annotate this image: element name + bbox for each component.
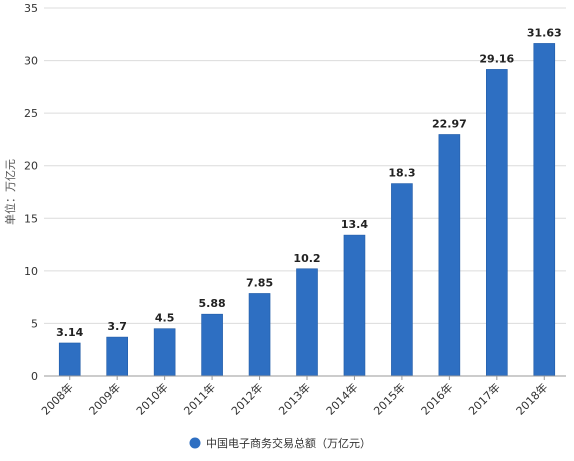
x-tick-label: 2016年 bbox=[418, 380, 455, 417]
y-tick-label: 0 bbox=[31, 370, 38, 383]
bar bbox=[153, 328, 176, 377]
bar bbox=[201, 313, 223, 377]
data-label: 31.63 bbox=[527, 26, 562, 39]
bar bbox=[343, 234, 366, 377]
bar bbox=[248, 293, 271, 377]
legend[interactable]: 中国电子商务交易总额（万亿元） bbox=[189, 436, 372, 450]
data-label: 22.97 bbox=[432, 117, 467, 130]
x-tick-label: 2009年 bbox=[86, 380, 123, 417]
bar bbox=[486, 69, 508, 377]
data-label: 4.5 bbox=[155, 312, 175, 325]
x-tick-label: 2013年 bbox=[276, 380, 313, 417]
bars bbox=[58, 43, 556, 377]
y-tick-label: 30 bbox=[24, 55, 38, 68]
gridlines bbox=[44, 7, 566, 324]
x-tick-label: 2018年 bbox=[513, 380, 550, 417]
value-labels: 3.14 3.7 4.5 5.88 7.85 10.2 13.4 18.3 22.97 29.16… bbox=[56, 26, 562, 339]
x-tick-label: 2012年 bbox=[228, 380, 265, 417]
bar bbox=[438, 134, 461, 377]
bar bbox=[58, 342, 81, 377]
bar bbox=[296, 268, 318, 377]
x-axis-ticks: 2008年 2009年 2010年 2011年 2012年 2013年 2014年 2015年… bbox=[38, 376, 550, 418]
data-label: 3.7 bbox=[107, 320, 127, 333]
y-tick-label: 5 bbox=[31, 317, 38, 330]
y-axis-title: 单位：万亿元 bbox=[3, 159, 17, 225]
y-tick-label: 35 bbox=[24, 2, 38, 15]
data-label: 7.85 bbox=[246, 276, 273, 289]
y-tick-label: 15 bbox=[24, 212, 38, 225]
bar bbox=[533, 43, 556, 377]
x-tick-label: 2011年 bbox=[181, 380, 218, 417]
x-tick-label: 2008年 bbox=[38, 380, 75, 417]
x-tick-label: 2010年 bbox=[133, 380, 170, 417]
data-label: 10.2 bbox=[293, 252, 320, 265]
data-label: 13.4 bbox=[341, 218, 368, 231]
bar bbox=[106, 336, 128, 377]
data-label: 29.16 bbox=[479, 52, 514, 65]
x-tick-label: 2017年 bbox=[465, 380, 502, 417]
y-tick-label: 10 bbox=[24, 265, 38, 278]
data-label: 18.3 bbox=[388, 167, 415, 180]
x-tick-label: 2015年 bbox=[371, 380, 408, 417]
y-tick-label: 20 bbox=[24, 160, 38, 173]
bar bbox=[391, 183, 413, 377]
data-label: 5.88 bbox=[199, 297, 226, 310]
y-axis-ticks: 0 5 10 15 20 25 30 35 bbox=[24, 2, 38, 383]
legend-label: 中国电子商务交易总额（万亿元） bbox=[206, 436, 371, 450]
x-tick-label: 2014年 bbox=[323, 380, 360, 417]
data-label: 3.14 bbox=[56, 326, 83, 339]
legend-marker-icon bbox=[189, 437, 201, 449]
y-tick-label: 25 bbox=[24, 107, 38, 120]
